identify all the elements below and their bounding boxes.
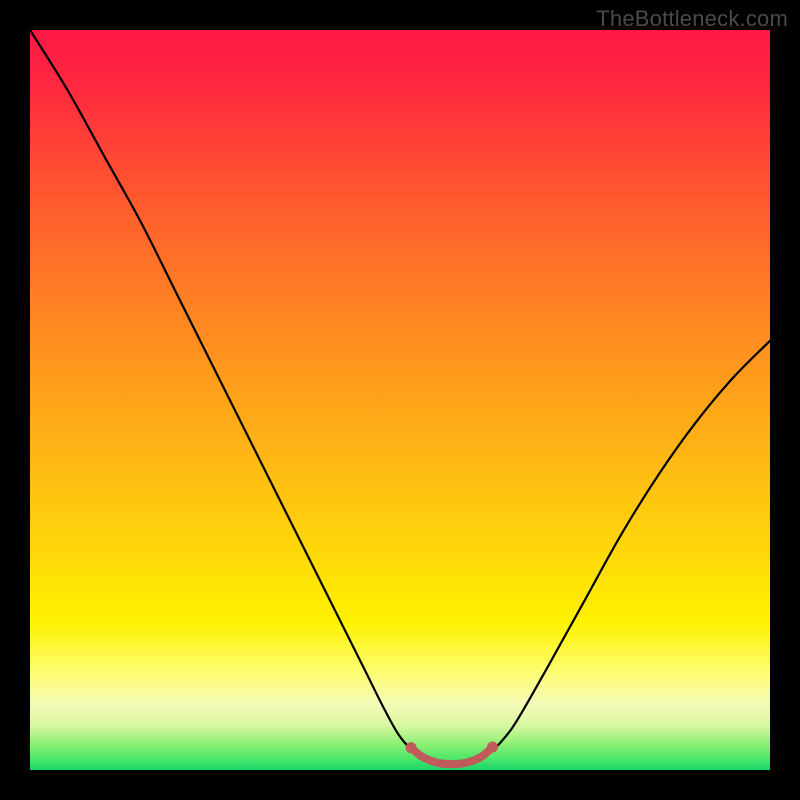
- chart-plot-area: [30, 30, 770, 770]
- chart-container: TheBottleneck.com: [0, 0, 800, 800]
- watermark-text: TheBottleneck.com: [596, 6, 788, 32]
- valley-marker: [427, 757, 433, 763]
- valley-marker: [460, 760, 466, 766]
- bottleneck-chart: [0, 0, 800, 800]
- valley-marker: [406, 742, 417, 753]
- valley-marker: [487, 742, 498, 753]
- valley-marker: [438, 760, 444, 766]
- valley-marker: [449, 761, 455, 767]
- valley-marker: [471, 757, 477, 763]
